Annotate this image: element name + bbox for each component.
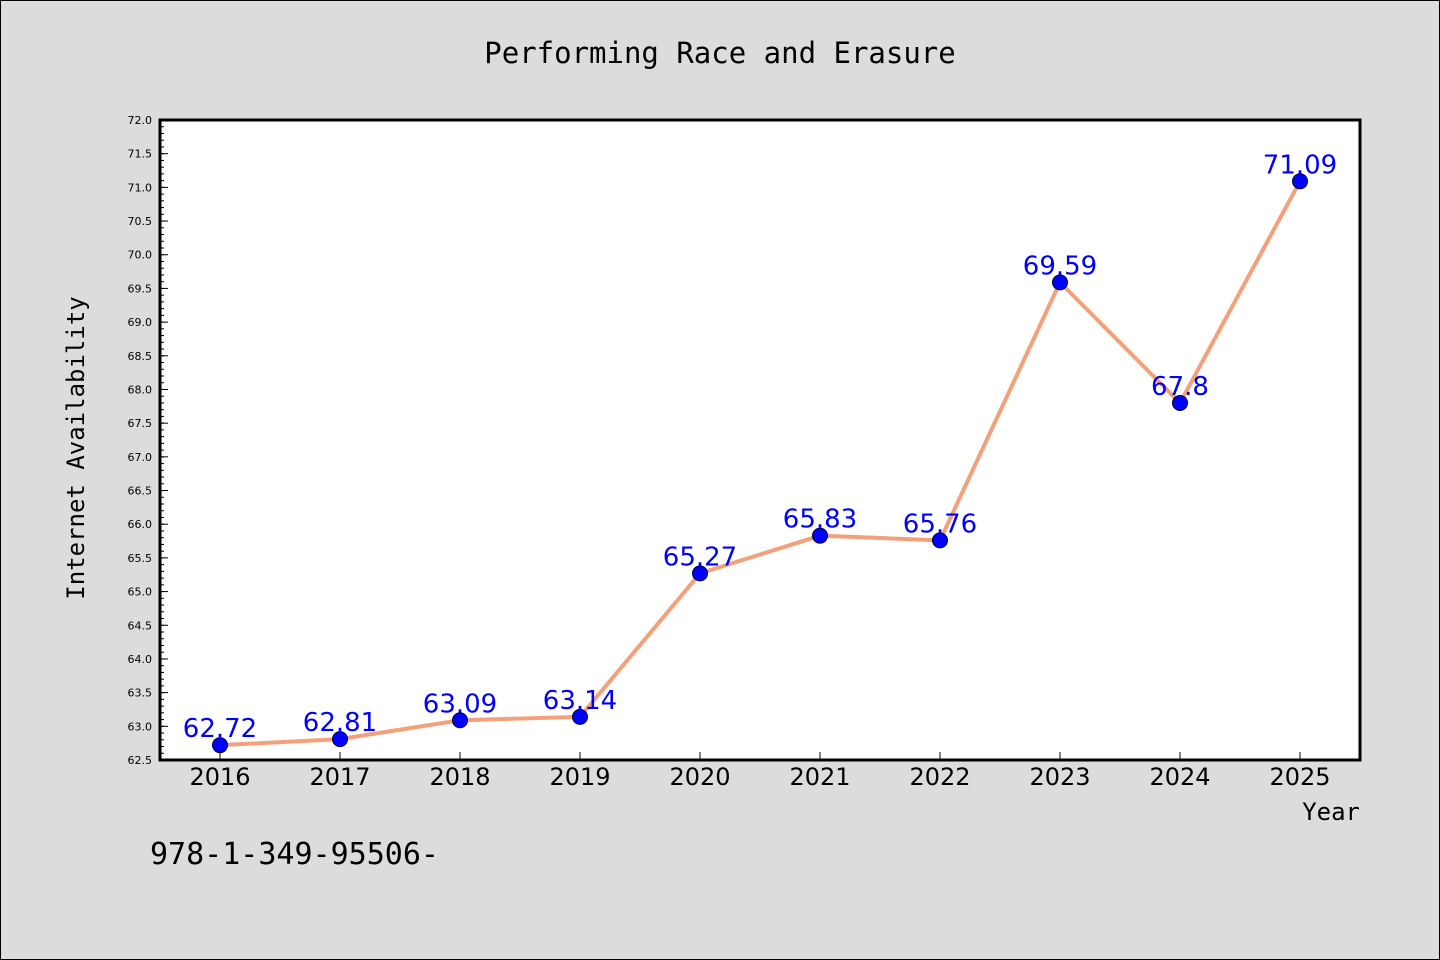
y-tick-label: 69.5 <box>128 282 153 295</box>
y-tick-label: 69.0 <box>128 316 153 329</box>
y-tick-label: 71.5 <box>128 148 153 161</box>
data-point <box>572 708 588 725</box>
data-point <box>212 737 228 754</box>
data-label: 65.27 <box>663 542 737 572</box>
isbn-text: 978-1-349-95506- <box>150 837 439 872</box>
data-label: 65.76 <box>903 509 977 539</box>
y-tick-label: 70.0 <box>128 249 153 262</box>
data-point <box>1052 274 1068 291</box>
y-tick-label: 65.0 <box>128 586 153 599</box>
data-label: 62.72 <box>183 714 257 744</box>
y-tick-label: 70.5 <box>128 215 153 228</box>
y-axis: 62.5 63.0 63.5 64.0 64.5 65.0 65.5 66.0 66.5 67.0… <box>128 114 168 767</box>
y-tick-label: 68.0 <box>128 383 153 396</box>
x-tick-label: 2022 <box>909 763 970 791</box>
data-label: 63.14 <box>543 686 617 716</box>
y-tick-label: 71.0 <box>128 181 153 194</box>
data-label: 71.09 <box>1263 150 1337 180</box>
x-tick-label: 2025 <box>1269 763 1330 791</box>
y-tick-label: 64.5 <box>128 619 153 632</box>
x-tick-label: 2023 <box>1029 763 1090 791</box>
data-point <box>452 712 468 729</box>
data-point <box>1292 173 1308 190</box>
x-tick-label: 2017 <box>309 763 370 791</box>
data-label: 69.59 <box>1023 251 1097 281</box>
plot-area <box>158 118 1362 762</box>
y-axis-label: Internet Availability <box>62 296 90 599</box>
y-tick-label: 66.0 <box>128 518 153 531</box>
data-point <box>812 527 828 544</box>
x-axis-label: Year <box>1302 798 1360 826</box>
data-point <box>932 532 948 549</box>
y-tick-label: 67.5 <box>128 417 153 430</box>
x-tick-label: 2021 <box>789 763 850 791</box>
y-tick-label: 62.5 <box>128 754 153 767</box>
y-tick-label: 63.5 <box>128 687 153 700</box>
data-point <box>332 731 348 748</box>
y-tick-label: 67.0 <box>128 451 153 464</box>
x-tick-label: 2020 <box>669 763 730 791</box>
data-label: 65.83 <box>783 505 857 535</box>
x-tick-label: 2019 <box>549 763 610 791</box>
data-point <box>692 565 708 582</box>
x-tick-label: 2018 <box>429 763 490 791</box>
series-line <box>219 180 1302 748</box>
x-axis: 2016 2017 2018 2019 2020 2021 2022 2023 2024 2025 <box>189 752 1331 791</box>
y-tick-label: 64.0 <box>128 653 153 666</box>
y-tick-label: 66.5 <box>128 485 153 498</box>
y-tick-label: 65.5 <box>128 552 153 565</box>
data-label: 62.81 <box>303 708 377 738</box>
x-tick-label: 2016 <box>189 763 250 791</box>
series-layer: 62.72 62.81 63.09 63.14 65.27 65.83 65.76 69.59… <box>183 150 1337 754</box>
data-label: 63.09 <box>423 689 497 719</box>
data-point <box>1172 394 1188 411</box>
chart-title: Performing Race and Erasure <box>484 36 955 70</box>
y-tick-label: 63.0 <box>128 720 153 733</box>
data-label: 67.8 <box>1151 372 1209 402</box>
y-tick-label: 72.0 <box>128 114 153 127</box>
y-tick-label: 68.5 <box>128 350 153 363</box>
x-tick-label: 2024 <box>1149 763 1210 791</box>
